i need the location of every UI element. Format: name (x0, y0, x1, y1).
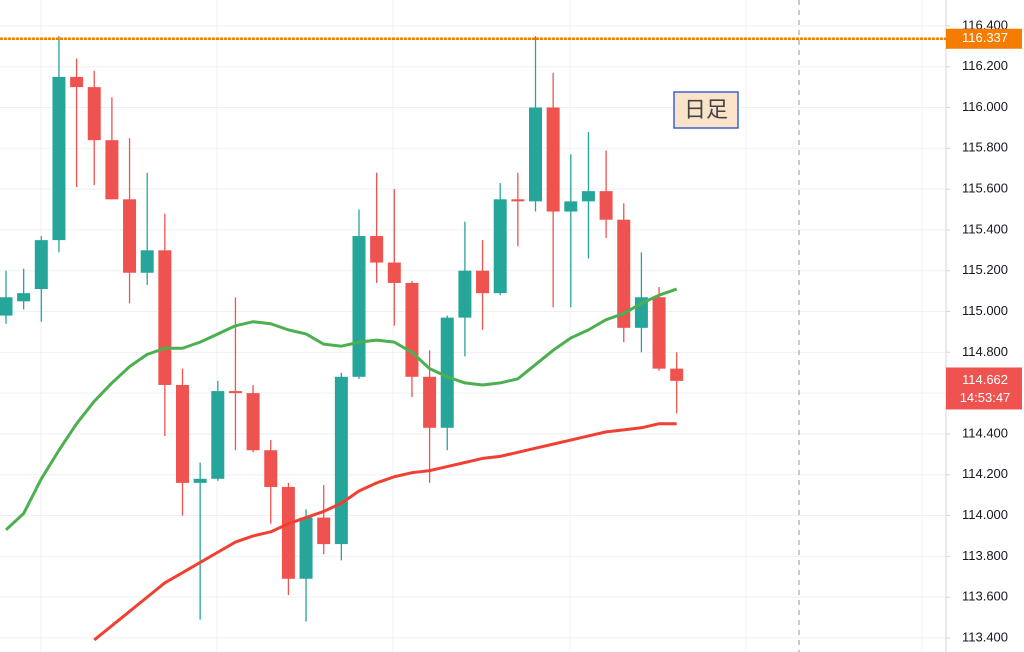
candle-body (246, 393, 260, 451)
candle-body (228, 391, 242, 394)
y-tick-label: 114.400 (962, 425, 1008, 440)
price-axis (946, 0, 1024, 652)
candle-body (105, 140, 119, 200)
candle-body (264, 450, 278, 487)
y-tick-label: 115.200 (962, 262, 1008, 277)
candle-body (440, 317, 454, 428)
candle-body (140, 250, 154, 273)
candle-body (352, 236, 366, 377)
candle-body (211, 391, 225, 479)
candle-body (176, 384, 189, 483)
annotation: 日足 (684, 97, 728, 122)
candle-body (493, 199, 507, 294)
last-price-badge (946, 367, 1022, 410)
price-level-label: 116.337 (962, 30, 1008, 45)
candle-body (370, 236, 384, 263)
y-tick-label: 114.200 (962, 466, 1008, 481)
y-tick-label: 113.800 (962, 548, 1008, 563)
candle-body (193, 478, 207, 483)
candle-body (0, 297, 13, 316)
y-tick-label: 116.400 (962, 17, 1008, 32)
candle-body (476, 270, 490, 294)
candle-body (70, 76, 84, 88)
candle-body (317, 517, 331, 545)
candle-body (17, 293, 31, 302)
y-tick-label: 113.600 (962, 589, 1008, 604)
candle-body (423, 376, 437, 428)
candle-body (87, 87, 101, 141)
candle-body (458, 270, 472, 318)
y-tick-label: 116.000 (962, 99, 1008, 114)
candle-body (652, 297, 666, 369)
candle-body (581, 191, 595, 202)
y-tick-label: 113.400 (962, 629, 1008, 644)
candle-body (670, 368, 684, 381)
plot (0, 36, 684, 642)
y-tick-label: 114.800 (962, 344, 1008, 359)
candle-body (158, 250, 172, 385)
candle-body (599, 191, 613, 220)
candle-body (281, 486, 295, 579)
y-tick-label: 114.000 (962, 507, 1008, 522)
y-tick-label: 115.400 (962, 221, 1008, 236)
candle-body (334, 376, 348, 545)
candle-body (617, 219, 631, 328)
candle-body (299, 517, 313, 579)
moving-average (93, 422, 677, 642)
candle-body (564, 201, 578, 212)
y-tick-label: 115.600 (962, 181, 1008, 196)
price-level-badge (946, 28, 1022, 49)
y-tick-label: 115.000 (962, 303, 1008, 318)
countdown: 14:53:47 (960, 390, 1011, 405)
candle-body (546, 107, 560, 212)
last-price-label: 114.662 (962, 372, 1008, 387)
candle-body (511, 199, 525, 202)
candle-body (529, 107, 542, 202)
annotation-box (673, 91, 739, 129)
moving-average (4, 287, 678, 531)
candle-body (123, 199, 137, 273)
candle-body (52, 76, 66, 241)
candle-body (34, 240, 48, 290)
candle-body (405, 282, 419, 377)
candle-body (387, 262, 401, 283)
y-tick-label: 115.800 (962, 140, 1008, 155)
y-tick-label: 116.200 (962, 58, 1008, 73)
grid (0, 0, 946, 652)
